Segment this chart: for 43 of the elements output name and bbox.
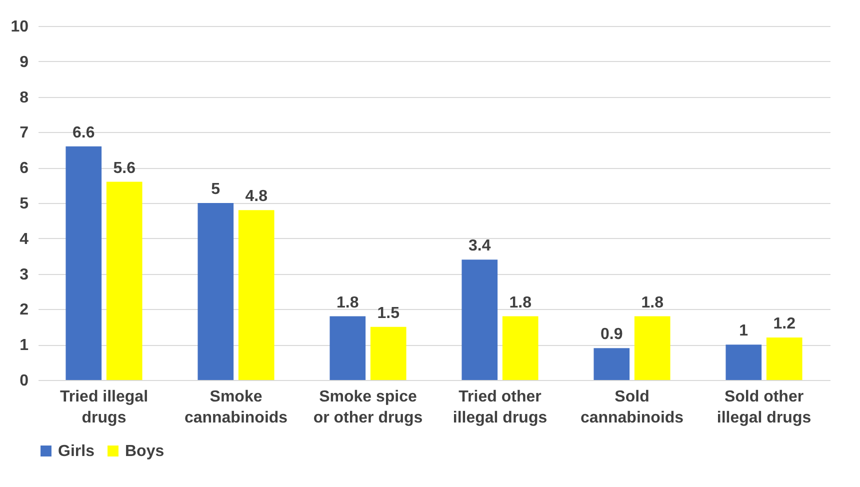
y-tick-label: 9 bbox=[20, 54, 29, 71]
y-tick-label: 3 bbox=[20, 266, 29, 284]
bar bbox=[462, 260, 498, 380]
bar bbox=[330, 316, 366, 380]
x-tick-label: Smoke cannabinoids bbox=[184, 388, 288, 426]
data-label: 1.8 bbox=[509, 294, 532, 312]
data-label: 3.4 bbox=[468, 238, 491, 255]
data-label: 0.9 bbox=[600, 326, 623, 344]
bar bbox=[106, 182, 142, 380]
data-label: 5.6 bbox=[113, 160, 136, 177]
y-tick-label: 10 bbox=[10, 18, 29, 36]
x-tick-label: Tried illegal drugs bbox=[60, 388, 148, 426]
data-label: 5 bbox=[211, 181, 220, 198]
bar bbox=[198, 203, 234, 380]
data-label: 1.8 bbox=[336, 294, 359, 312]
y-tick-label: 5 bbox=[20, 196, 29, 212]
bar bbox=[502, 316, 538, 380]
y-tick-label: 7 bbox=[20, 124, 29, 142]
bar bbox=[766, 338, 802, 380]
x-tick-label: Tried other illegal drugs bbox=[452, 388, 548, 426]
legend-label: Boys bbox=[125, 443, 164, 460]
x-tick-label: Sold other illegal drugs bbox=[716, 388, 812, 426]
y-tick-label: 6 bbox=[20, 160, 29, 178]
bar bbox=[634, 316, 670, 380]
y-tick-label: 8 bbox=[20, 89, 29, 106]
legend-label: Girls bbox=[58, 443, 95, 460]
data-label: 6.6 bbox=[72, 124, 95, 142]
bar bbox=[66, 146, 102, 380]
x-tick-label: Smoke spice or other drugs bbox=[313, 388, 423, 426]
y-tick-label: 0 bbox=[20, 372, 29, 390]
y-tick-label: 2 bbox=[20, 302, 29, 319]
data-label: 1.2 bbox=[773, 316, 796, 333]
data-label: 4.8 bbox=[245, 188, 268, 206]
data-label: 1 bbox=[739, 322, 748, 340]
bar bbox=[594, 348, 630, 380]
y-tick-label: 4 bbox=[20, 230, 29, 248]
bar bbox=[238, 210, 274, 380]
data-label: 1.5 bbox=[377, 304, 400, 322]
bar bbox=[726, 344, 762, 380]
data-label: 1.8 bbox=[641, 294, 664, 312]
bar bbox=[370, 326, 406, 380]
x-tick-label: Sold cannabinoids bbox=[580, 388, 684, 426]
y-tick-label: 1 bbox=[20, 337, 29, 354]
